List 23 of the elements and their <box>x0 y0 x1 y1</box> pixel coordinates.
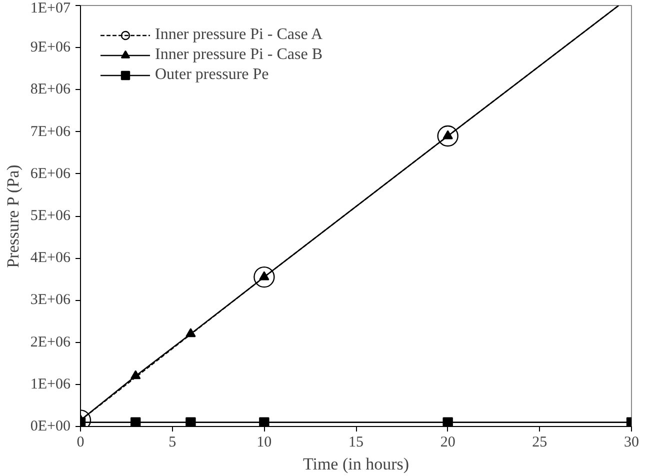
x-axis-title: Time (in hours) <box>302 454 410 474</box>
x-tick-label: 30 <box>624 434 639 450</box>
y-tick-label: 3E+06 <box>30 292 71 308</box>
y-tick-label: 2E+06 <box>30 334 71 350</box>
y-tick-label: 5E+06 <box>30 208 71 224</box>
legend-label: Outer pressure Pe <box>155 66 269 84</box>
legend-label: Inner pressure Pi - Case B <box>155 46 323 64</box>
legend-label: Inner pressure Pi - Case A <box>155 26 323 44</box>
y-tick-label: 8E+06 <box>30 82 71 98</box>
y-tick-label: 1E+06 <box>30 376 71 392</box>
x-tick-label: 10 <box>256 434 272 450</box>
x-tick-label: 20 <box>440 434 456 450</box>
x-tick-label: 5 <box>168 434 176 450</box>
x-tick-label: 25 <box>532 434 548 450</box>
x-tick-label: 0 <box>76 434 84 450</box>
x-tick-label: 15 <box>348 434 364 450</box>
y-tick-label: 0E+00 <box>30 418 71 434</box>
y-tick-label: 6E+06 <box>30 166 71 182</box>
y-tick-label: 9E+06 <box>30 40 71 56</box>
y-tick-label: 4E+06 <box>30 250 71 266</box>
y-tick-label: 1E+07 <box>30 0 71 16</box>
y-tick-label: 7E+06 <box>30 124 71 140</box>
y-axis-title: Pressure P (Pa) <box>3 164 22 268</box>
